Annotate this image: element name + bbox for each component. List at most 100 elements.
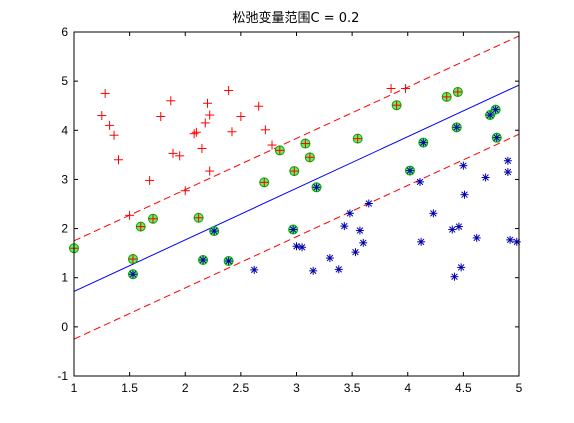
negative-point [503,156,512,165]
negative-point [334,265,343,274]
negative-point [224,257,233,266]
negative-point [309,266,318,275]
positive-point [205,166,215,176]
negative-point [457,263,466,272]
positive-point [260,125,270,135]
x-tick-label: 1.5 [121,381,138,395]
negative-point [452,123,461,132]
positive-point [205,110,215,120]
positive-point [197,143,207,153]
negative-point [298,243,307,252]
positive-point [175,151,185,161]
y-tick-label: 5 [61,74,68,88]
negative-point [351,248,360,257]
negative-point [312,183,321,192]
points-layer [69,84,521,281]
y-tick-label: 2 [61,222,68,236]
positive-point [189,129,199,139]
positive-point [180,186,190,196]
y-tick-label: 0 [61,320,68,334]
x-tick-label: 2.5 [233,381,250,395]
negative-point [364,199,373,208]
negative-point [289,225,298,234]
positive-point [224,85,234,95]
lines-layer [74,35,519,340]
positive-point [168,148,178,158]
negative-point [419,138,428,147]
x-tick-label: 5 [516,381,523,395]
positive-point [109,130,119,140]
negative-point [491,105,500,114]
margin-line-1 [74,35,519,242]
positive-point [259,177,269,187]
negative-point [429,209,438,218]
negative-point [459,161,468,170]
positive-point [353,134,363,144]
negative-point [450,272,459,281]
negative-point [506,235,515,244]
x-tick-label: 3 [293,381,300,395]
negative-point [472,233,481,242]
negative-point [340,222,349,231]
positive-point [105,120,115,130]
positive-point [156,112,166,122]
negative-point [405,166,414,175]
negative-point [359,238,368,247]
negative-point [292,242,301,251]
negative-point [454,222,463,231]
positive-point [267,140,277,150]
negative-point [128,270,137,279]
positive-point [145,175,155,185]
y-tick-label: 4 [61,123,68,137]
positive-point [401,84,411,94]
negative-point [345,209,354,218]
y-tick-label: 1 [61,271,68,285]
x-axis: 1 1.5 2 2.5 3 3.5 4 4.5 5 [71,32,523,395]
x-tick-label: 4.5 [455,381,472,395]
x-tick-label: 4 [404,381,411,395]
positive-point [128,254,138,264]
positive-point [203,98,212,108]
x-tick-label: 3.5 [344,381,361,395]
y-axis: -1 0 1 2 3 4 5 6 [57,25,519,383]
positive-point [254,101,264,111]
positive-point [275,145,285,155]
negative-point [210,227,219,236]
y-tick-label: -1 [57,369,68,383]
negative-point [486,111,495,120]
margin-line-2 [74,133,519,340]
negative-point [250,265,259,274]
positive-point [386,84,396,94]
positive-point [166,96,176,106]
decision-boundary-line [74,84,519,292]
x-tick-label: 1 [71,381,78,395]
positive-point [300,139,310,149]
positive-point [194,213,204,223]
positive-point [305,152,315,162]
positive-point [114,155,123,165]
y-tick-label: 3 [61,172,68,186]
positive-point [97,111,107,121]
positive-point [136,222,146,232]
negative-point [492,133,501,142]
chart-title: 松弛变量范围C = 0.2 [233,10,360,26]
positive-point [289,166,299,176]
negative-point [325,254,334,263]
positive-point [227,127,237,137]
negative-point [448,225,457,234]
positive-point [392,100,402,110]
x-tick-label: 2 [182,381,189,395]
positive-point [191,127,201,137]
positive-point [100,88,110,98]
positive-point [148,214,158,224]
positive-point [236,112,246,122]
negative-point [417,237,426,246]
y-tick-label: 6 [61,25,68,39]
positive-point [200,118,210,128]
negative-point [355,226,364,235]
negative-point [199,256,208,265]
negative-point [503,168,512,177]
negative-point [460,190,469,199]
